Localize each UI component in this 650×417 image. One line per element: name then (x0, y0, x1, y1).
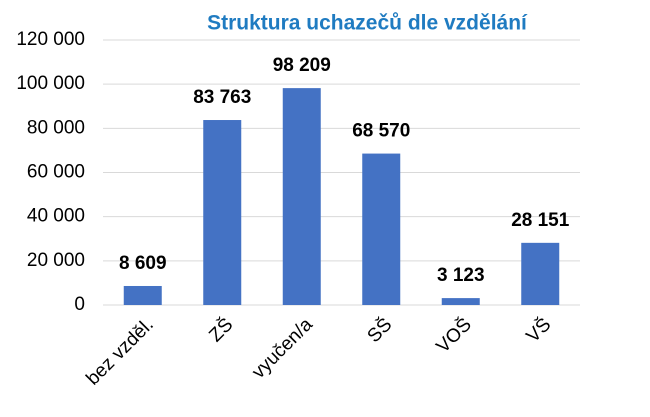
x-tick-label: SŠ (363, 314, 396, 347)
y-tick-label: 0 (74, 294, 85, 315)
x-tick-label: ZŠ (205, 314, 238, 347)
y-tick-label: 120 000 (16, 29, 85, 50)
y-tick-label: 80 000 (27, 117, 85, 138)
value-label: 8 609 (119, 253, 167, 274)
value-label: 68 570 (352, 121, 410, 142)
bar (123, 285, 162, 305)
y-tick-label: 40 000 (27, 206, 85, 227)
x-tick-label: bez vzděl. (82, 314, 157, 389)
y-tick-label: 100 000 (16, 73, 85, 94)
x-tick-label: VŠ (522, 314, 555, 347)
value-label: 3 123 (437, 265, 485, 286)
bar (441, 298, 480, 305)
bar (203, 120, 242, 305)
bar (362, 153, 401, 305)
y-tick-label: 20 000 (27, 250, 85, 271)
y-tick-label: 60 000 (27, 162, 85, 183)
chart-title: Struktura uchazečů dle vzdělání (207, 12, 528, 35)
value-label: 28 151 (511, 210, 570, 231)
x-tick-label: VOŠ (432, 314, 476, 358)
x-tick-label: vyučen/a (248, 314, 317, 383)
value-label: 98 209 (273, 55, 331, 76)
value-label: 83 763 (193, 87, 251, 108)
bar (521, 242, 560, 305)
bar (282, 88, 321, 305)
